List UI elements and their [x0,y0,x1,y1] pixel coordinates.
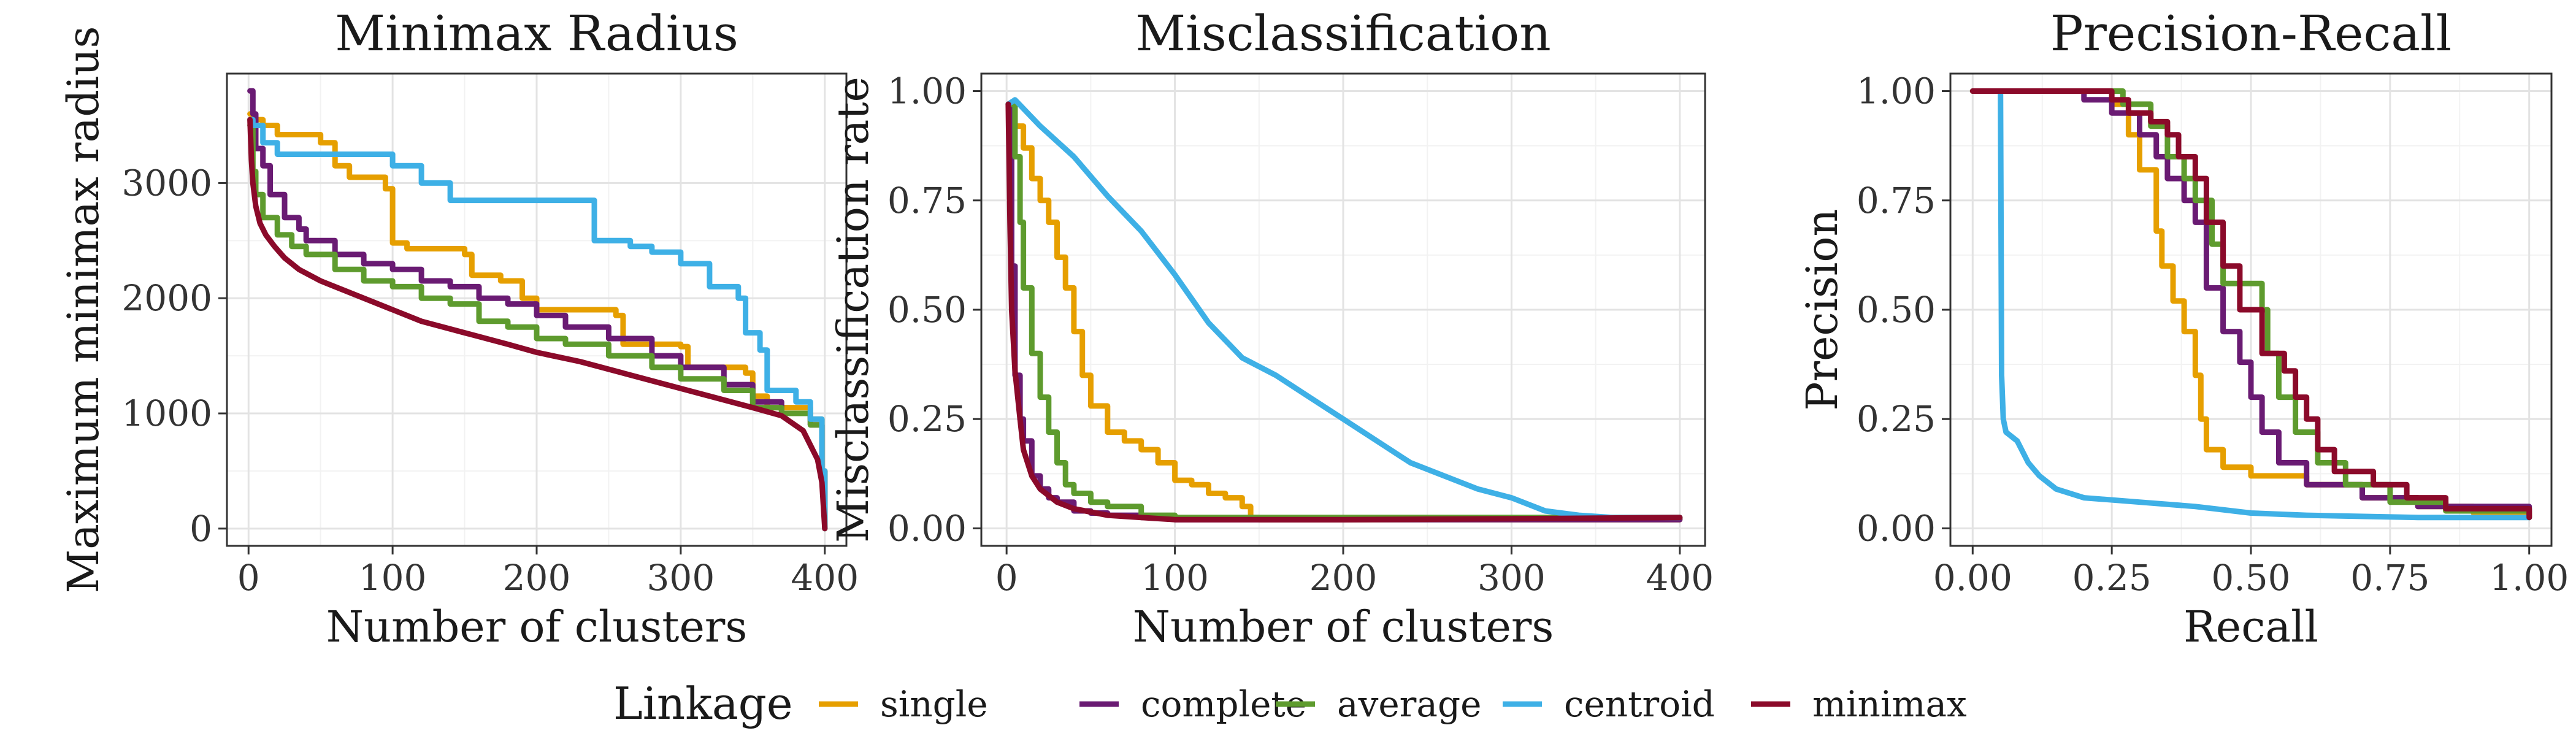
y-tick-label: 0.25 [887,398,967,440]
x-tick-label: 200 [1309,557,1378,599]
y-tick-label: 1.00 [1857,71,1936,112]
y-tick-label: 1.00 [887,71,967,112]
y-tick-label: 0.50 [887,289,967,331]
precision-recall-panel: 0.00 0.25 0.50 0.75 1.00 0.00 0.25 0.50 0.75 1.00… [1797,5,2569,652]
y-tick-label: 0.75 [887,180,967,221]
y-tick-label: 0.50 [1857,289,1936,331]
x-tick-label: 100 [1141,557,1209,599]
series-line-minimax [1969,88,2532,521]
x-axis-label: Number of clusters [326,602,748,652]
x-tick-label: 400 [1646,557,1714,599]
y-axis-label: Precision [1797,209,1847,410]
x-axis-label: Recall [2183,602,2318,652]
minimax-radius-panel: 0 100 200 300 400 0 1000 2000 3000 Minimax Radius… [58,5,859,652]
chart-title: Minimax Radius [335,5,738,62]
x-tick-label: 0.50 [2211,557,2290,599]
y-axis-label: Maximum minimax radius [58,26,109,594]
y-tick-label: 0 [190,508,212,550]
series-line-centroid [1998,88,2532,521]
y-axis-label: Misclassification rate [828,77,878,543]
x-tick-label: 400 [791,557,859,599]
x-tick-label: 0.25 [2072,557,2152,599]
legend-label-single: single [880,683,988,725]
x-tick-label: 1.00 [2490,557,2569,599]
x-tick-label: 0.00 [1933,557,2012,599]
x-tick-label: 0 [237,557,260,599]
legend-label-average: average [1337,683,1481,725]
y-tick-label: 0.25 [1857,398,1936,440]
series-line-minimax [1005,101,1683,523]
series-line-single [1005,101,1683,523]
series-line-average [1969,88,2532,521]
y-tick-label: 0.75 [1857,180,1936,221]
y-tick-label: 2000 [121,277,212,319]
chart-title: Precision-Recall [2050,5,2451,62]
legend: Linkage single complete average centroid mini… [613,678,1967,729]
y-tick-label: 3000 [121,162,212,204]
series-line-average [1005,101,1683,521]
series-line-minimax [247,117,828,532]
y-tick-label: 0.00 [1857,507,1936,549]
x-tick-label: 100 [359,557,427,599]
series-line-centroid [247,117,828,532]
x-axis-label: Number of clusters [1133,602,1554,652]
legend-label-centroid: centroid [1564,683,1715,725]
misclassification-panel: 0 100 200 300 4000.000.250.500.751.00Misclas… [828,5,1714,652]
x-tick-label: 300 [647,557,715,599]
chart-title: Misclassification [1135,5,1551,62]
y-tick-label: 0.00 [887,507,967,549]
legend-title: Linkage [613,678,792,729]
legend-label-minimax: minimax [1812,683,1967,725]
x-tick-label: 0 [995,557,1018,599]
x-tick-label: 300 [1478,557,1546,599]
x-tick-label: 0.75 [2350,557,2429,599]
y-tick-label: 1000 [121,393,212,434]
series-line-centroid [1005,97,1683,521]
x-tick-label: 200 [503,557,571,599]
